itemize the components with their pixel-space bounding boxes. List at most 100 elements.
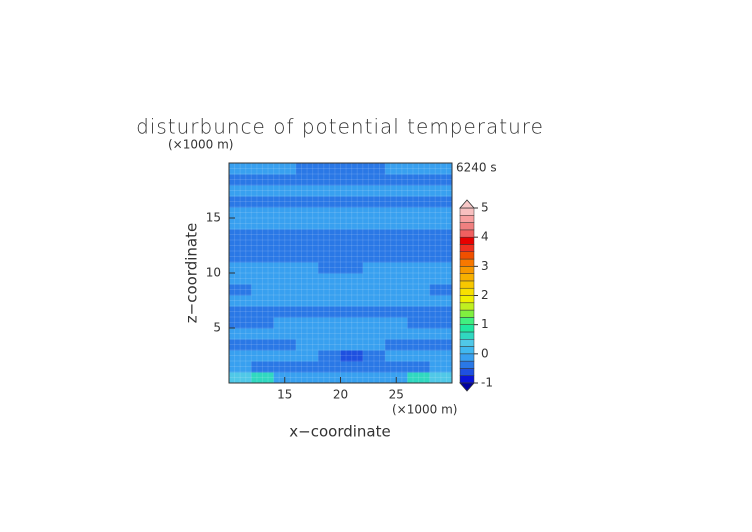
- field-cell: [229, 218, 252, 230]
- colorbar-band: [459, 346, 475, 355]
- field-cell: [340, 306, 364, 318]
- field-cell: [229, 229, 252, 241]
- field-cell: [362, 218, 386, 230]
- field-cell: [385, 163, 408, 175]
- field-cell: [273, 273, 297, 285]
- field-cell: [318, 361, 341, 373]
- field-cell: [295, 196, 319, 208]
- field-cell: [407, 251, 431, 263]
- field-cell: [251, 207, 275, 219]
- field-cell: [340, 196, 364, 208]
- field-cell: [340, 372, 364, 384]
- field-cell: [318, 240, 341, 252]
- colorbar-band: [459, 360, 475, 369]
- field-cell: [251, 174, 275, 186]
- field-cell: [229, 317, 252, 329]
- colorbar-band: [459, 309, 475, 318]
- field-cell: [229, 339, 252, 351]
- field-cell: [295, 207, 319, 219]
- field-cell: [295, 251, 319, 263]
- field-cell: [273, 306, 297, 318]
- field-cell: [362, 174, 386, 186]
- field-cell: [362, 207, 386, 219]
- field-cell: [362, 240, 386, 252]
- x-tick-label: 20: [333, 388, 348, 402]
- field-cell: [385, 174, 408, 186]
- field-cell: [318, 350, 341, 362]
- field-cell: [407, 284, 431, 296]
- field-cell: [318, 251, 341, 263]
- field-cell: [407, 207, 431, 219]
- field-cell: [340, 163, 364, 175]
- field-cell: [385, 306, 408, 318]
- field-cell: [295, 262, 319, 274]
- field-cell: [251, 251, 275, 263]
- field-cell: [429, 317, 453, 329]
- field-cell: [318, 218, 341, 230]
- field-cell: [429, 284, 453, 296]
- field-cell: [273, 174, 297, 186]
- field-cell: [385, 229, 408, 241]
- field-cell: [318, 185, 341, 197]
- field-cell: [407, 196, 431, 208]
- field-cell: [407, 306, 431, 318]
- colorbar-tick-label: 5: [481, 201, 489, 215]
- field-cell: [362, 295, 386, 307]
- field-cell: [429, 306, 453, 318]
- field-cell: [273, 328, 297, 340]
- field-cell: [362, 251, 386, 263]
- field-cell: [229, 273, 252, 285]
- field-cell: [340, 229, 364, 241]
- field-cell: [318, 317, 341, 329]
- y-tick-label: 15: [206, 211, 221, 225]
- field-cell: [407, 163, 431, 175]
- field-cell: [318, 273, 341, 285]
- colorbar-band: [459, 302, 475, 311]
- field-cell: [429, 251, 453, 263]
- field-cell: [362, 163, 386, 175]
- field-cell: [340, 262, 364, 274]
- field-cell: [340, 251, 364, 263]
- chart-title: disturbunce of potential temperature: [136, 115, 544, 139]
- colorbar-band: [459, 215, 475, 223]
- field-cell: [407, 229, 431, 241]
- colorbar-band: [459, 244, 475, 252]
- field-cell: [429, 361, 453, 373]
- field-cell: [295, 174, 319, 186]
- field-cell: [385, 295, 408, 307]
- field-cell: [362, 273, 386, 285]
- field-cell: [407, 262, 431, 274]
- field-cell: [385, 317, 408, 329]
- colorbar-tick-label: 2: [481, 288, 489, 302]
- field-cell: [362, 196, 386, 208]
- field-cell: [340, 361, 364, 373]
- field-cell: [362, 361, 386, 373]
- field-cell: [229, 207, 252, 219]
- field-cell: [362, 284, 386, 296]
- colorbar-tick-label: 0: [481, 346, 489, 360]
- y-tick-label: 10: [206, 266, 221, 280]
- field-cell: [295, 295, 319, 307]
- field-cell: [251, 240, 275, 252]
- field-cell: [362, 350, 386, 362]
- y-axis-label: z−coordinate: [183, 223, 201, 323]
- field-cell: [295, 218, 319, 230]
- field-cell: [429, 295, 453, 307]
- field-cell: [429, 372, 453, 384]
- field-cell: [407, 295, 431, 307]
- field-cell: [251, 317, 275, 329]
- field-cell: [229, 185, 252, 197]
- field-cell: [340, 317, 364, 329]
- field-cell: [251, 295, 275, 307]
- field-cell: [362, 306, 386, 318]
- field-cell: [340, 350, 364, 362]
- colorbar-band: [459, 317, 475, 325]
- field-cell: [295, 372, 319, 384]
- field-cell: [429, 174, 453, 186]
- field-cell: [295, 229, 319, 241]
- field-cell: [229, 350, 252, 362]
- field-cell: [318, 262, 341, 274]
- field-cell: [429, 350, 453, 362]
- field-cell: [295, 273, 319, 285]
